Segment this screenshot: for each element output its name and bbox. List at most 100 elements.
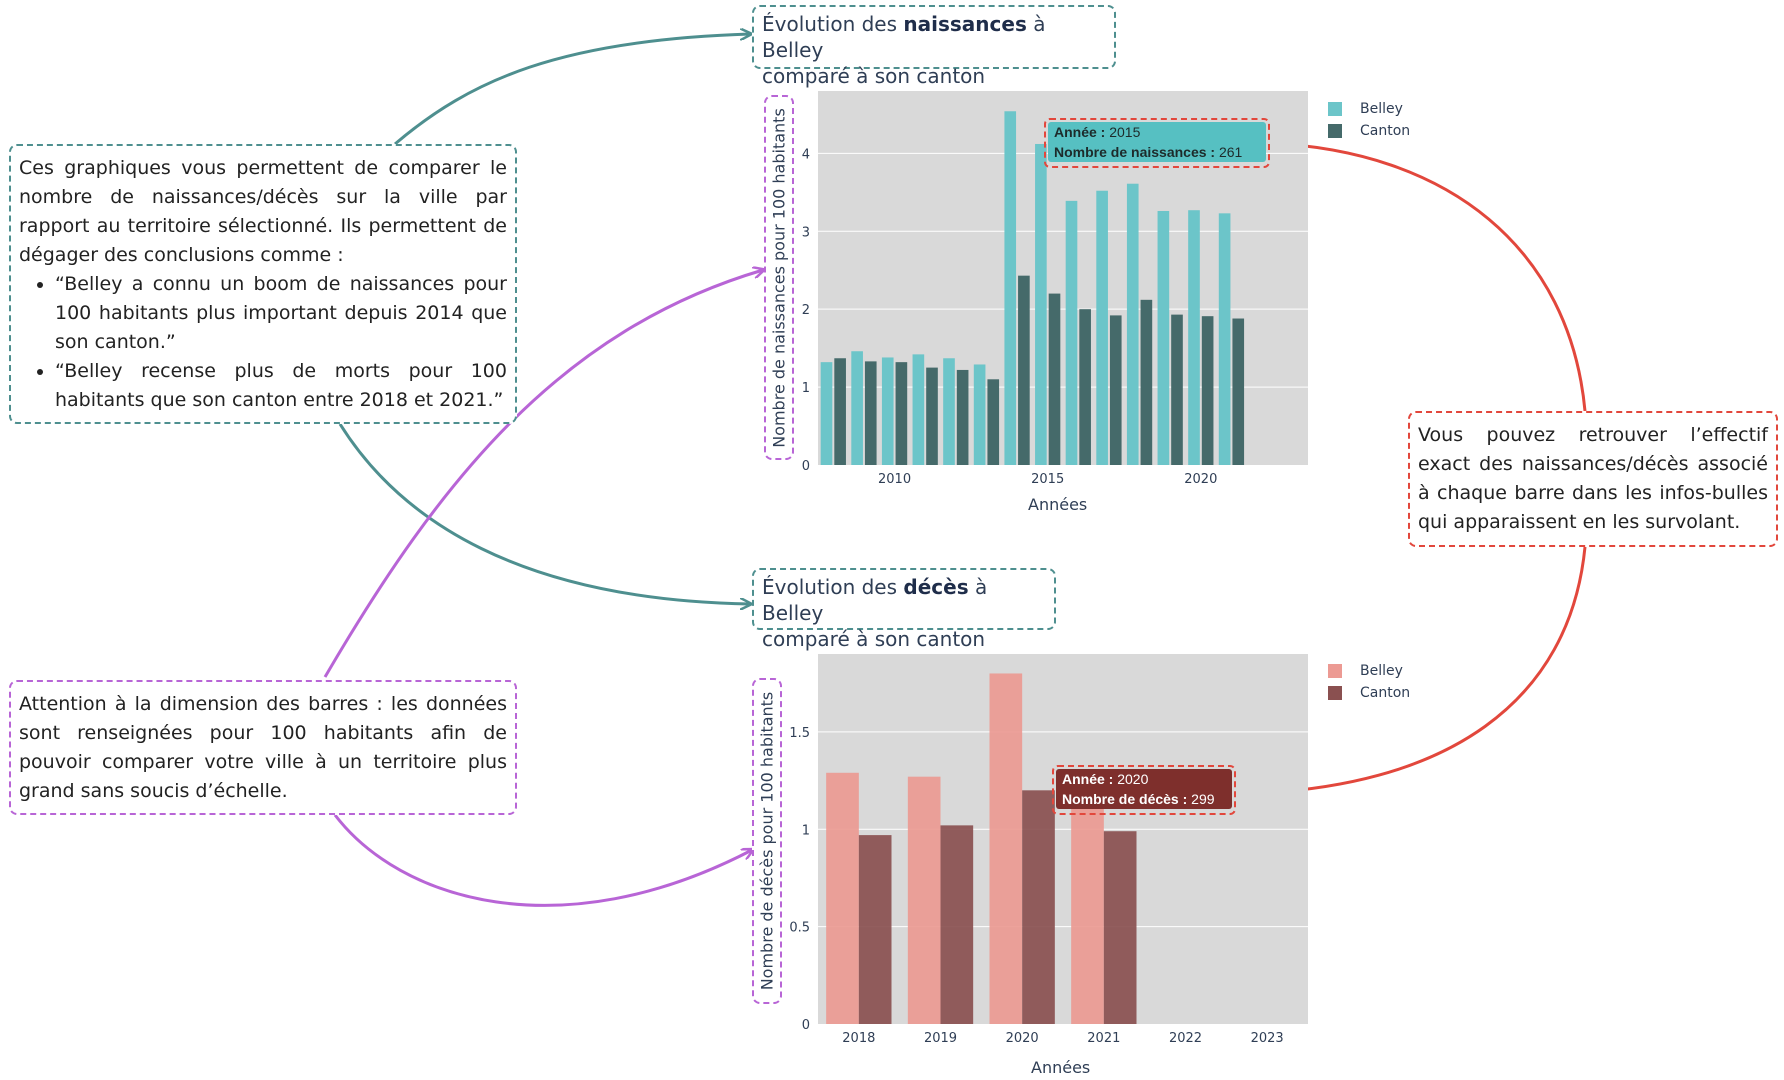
belley-births-bar[interactable] <box>1218 213 1231 465</box>
deaths-xtick-label: 2018 <box>842 1031 875 1046</box>
canton-births-bar[interactable] <box>1171 314 1183 465</box>
belley-births-bar[interactable] <box>1157 210 1170 465</box>
belley-births-bar[interactable] <box>1188 210 1200 465</box>
belley-deaths-bar[interactable] <box>989 673 1023 1024</box>
arrow-to-births-title <box>394 34 750 146</box>
legend-label-canton-deaths: Canton <box>1360 685 1411 701</box>
deaths-tooltip-count-label: Nombre de décès : <box>1062 791 1188 807</box>
deaths-xlabel: Années <box>1031 1058 1091 1077</box>
births-title-pre: Évolution des <box>762 12 904 36</box>
deaths-tooltip-content: Année : 2020 Nombre de décès : 299 <box>1056 769 1232 809</box>
births-ytick-label: 0 <box>802 459 810 474</box>
births-ytick-label: 3 <box>802 225 810 240</box>
births-xtick-label: 2020 <box>1184 472 1217 487</box>
deaths-title-post: à Belley <box>762 575 988 625</box>
belley-births-bar[interactable] <box>820 362 833 465</box>
births-chart-title: Évolution des naissances à Belley compar… <box>752 5 1116 88</box>
births-xtick-label: 2010 <box>878 472 911 487</box>
belley-births-bar[interactable] <box>1065 200 1078 466</box>
legend-item-canton[interactable]: Canton <box>1328 120 1410 142</box>
legend-item-belley[interactable]: Belley <box>1328 98 1410 120</box>
belley-births-bar[interactable] <box>1096 190 1108 465</box>
belley-births-bar[interactable] <box>881 357 894 465</box>
births-ylabel: Nombre de naissances pour 100 habitants <box>769 107 789 448</box>
deaths-tooltip-year: 2020 <box>1117 771 1149 787</box>
legend-swatch-belley-deaths <box>1328 664 1342 678</box>
births-tooltip-year-label: Année : <box>1054 124 1106 140</box>
canton-births-bar[interactable] <box>987 379 1000 465</box>
note-comparison: Ces graphiques vous permettent de compar… <box>9 144 517 424</box>
legend-label-belley-deaths: Belley <box>1360 663 1403 679</box>
legend-label-belley: Belley <box>1360 101 1403 117</box>
canton-births-bar[interactable] <box>895 362 908 465</box>
belley-births-bar[interactable] <box>1035 143 1047 465</box>
note-bar-scale: Attention à la dimension des barres : le… <box>9 680 517 815</box>
births-tooltip-year: 2015 <box>1109 124 1141 140</box>
note-comparison-intro: Ces graphiques vous permettent de compar… <box>19 157 507 266</box>
deaths-tooltip: Année : 2020 Nombre de décès : 299 <box>1052 765 1236 815</box>
belley-deaths-bar[interactable] <box>826 772 859 1024</box>
canton-births-bar[interactable] <box>1079 309 1091 465</box>
deaths-xtick-label: 2019 <box>924 1031 957 1046</box>
belley-births-bar[interactable] <box>1126 183 1139 465</box>
legend-swatch-belley <box>1328 102 1342 116</box>
canton-births-bar[interactable] <box>834 358 846 465</box>
note-bullet-1: “Belley a connu un boom de naissances po… <box>55 270 507 357</box>
canton-deaths-bar[interactable] <box>858 835 892 1024</box>
births-title-line2: comparé à son canton <box>762 64 986 88</box>
births-ytick-label: 4 <box>802 147 810 162</box>
deaths-title-bold: décès <box>903 575 969 599</box>
deaths-legend[interactable]: Belley Canton <box>1328 660 1410 704</box>
births-tooltip-count-label: Nombre de naissances : <box>1054 144 1216 160</box>
canton-births-bar[interactable] <box>1201 316 1214 465</box>
births-ytick-label: 2 <box>802 303 810 318</box>
belley-births-bar[interactable] <box>973 364 986 465</box>
births-legend[interactable]: Belley Canton <box>1328 98 1410 142</box>
belley-deaths-bar[interactable] <box>1071 800 1104 1024</box>
legend-swatch-canton <box>1328 124 1342 138</box>
deaths-ytick-label: 1.5 <box>790 726 810 741</box>
note-tooltips: Vous pouvez retrouver l’effectif exact d… <box>1408 411 1778 547</box>
deaths-xtick-label: 2021 <box>1087 1031 1120 1046</box>
deaths-chart[interactable]: 0 0.5 1 1.5 2018 2019 2020 2021 2022 2023 <box>790 648 1350 1068</box>
deaths-ytick-label: 0 <box>802 1018 810 1033</box>
births-title-post: à Belley <box>762 12 1046 62</box>
canton-births-bar[interactable] <box>1018 275 1030 465</box>
canton-births-bar[interactable] <box>956 369 969 465</box>
births-xtick-label: 2015 <box>1031 472 1064 487</box>
deaths-xtick-label: 2020 <box>1006 1031 1039 1046</box>
deaths-plot-area <box>818 654 1308 1024</box>
canton-births-bar[interactable] <box>1109 315 1122 465</box>
births-ytick-label: 1 <box>802 381 810 396</box>
canton-deaths-bar[interactable] <box>1022 790 1055 1024</box>
belley-births-bar[interactable] <box>1004 111 1017 465</box>
deaths-tooltip-count: 299 <box>1191 791 1215 807</box>
deaths-tooltip-year-label: Année : <box>1062 771 1114 787</box>
births-tooltip: Année : 2015 Nombre de naissances : 261 <box>1044 118 1270 168</box>
legend-swatch-canton-deaths <box>1328 686 1342 700</box>
belley-births-bar[interactable] <box>851 351 863 465</box>
canton-births-bar[interactable] <box>1140 299 1153 465</box>
deaths-ytick-label: 1 <box>802 823 810 838</box>
legend-item-belley-deaths[interactable]: Belley <box>1328 660 1410 682</box>
births-xlabel: Années <box>1028 495 1088 514</box>
arrow-to-deaths-title <box>338 423 750 604</box>
deaths-xtick-label: 2023 <box>1251 1031 1284 1046</box>
births-title-bold: naissances <box>903 12 1027 36</box>
note-bar-scale-text: Attention à la dimension des barres : le… <box>19 693 507 802</box>
belley-births-bar[interactable] <box>943 358 955 465</box>
belley-deaths-bar[interactable] <box>907 776 941 1024</box>
canton-births-bar[interactable] <box>1048 293 1061 465</box>
deaths-title-pre: Évolution des <box>762 575 904 599</box>
deaths-ylabel: Nombre de décès pour 100 habitants <box>757 691 777 991</box>
note-tooltips-text: Vous pouvez retrouver l’effectif exact d… <box>1418 424 1768 533</box>
births-ylabel-box: Nombre de naissances pour 100 habitants <box>764 95 794 460</box>
canton-births-bar[interactable] <box>864 361 877 465</box>
arrow-to-births-tooltip <box>1266 143 1587 412</box>
legend-item-canton-deaths[interactable]: Canton <box>1328 682 1410 704</box>
belley-births-bar[interactable] <box>912 354 925 465</box>
canton-births-bar[interactable] <box>1232 318 1245 465</box>
canton-births-bar[interactable] <box>926 367 938 465</box>
canton-deaths-bar[interactable] <box>1103 831 1137 1024</box>
canton-deaths-bar[interactable] <box>940 825 974 1024</box>
